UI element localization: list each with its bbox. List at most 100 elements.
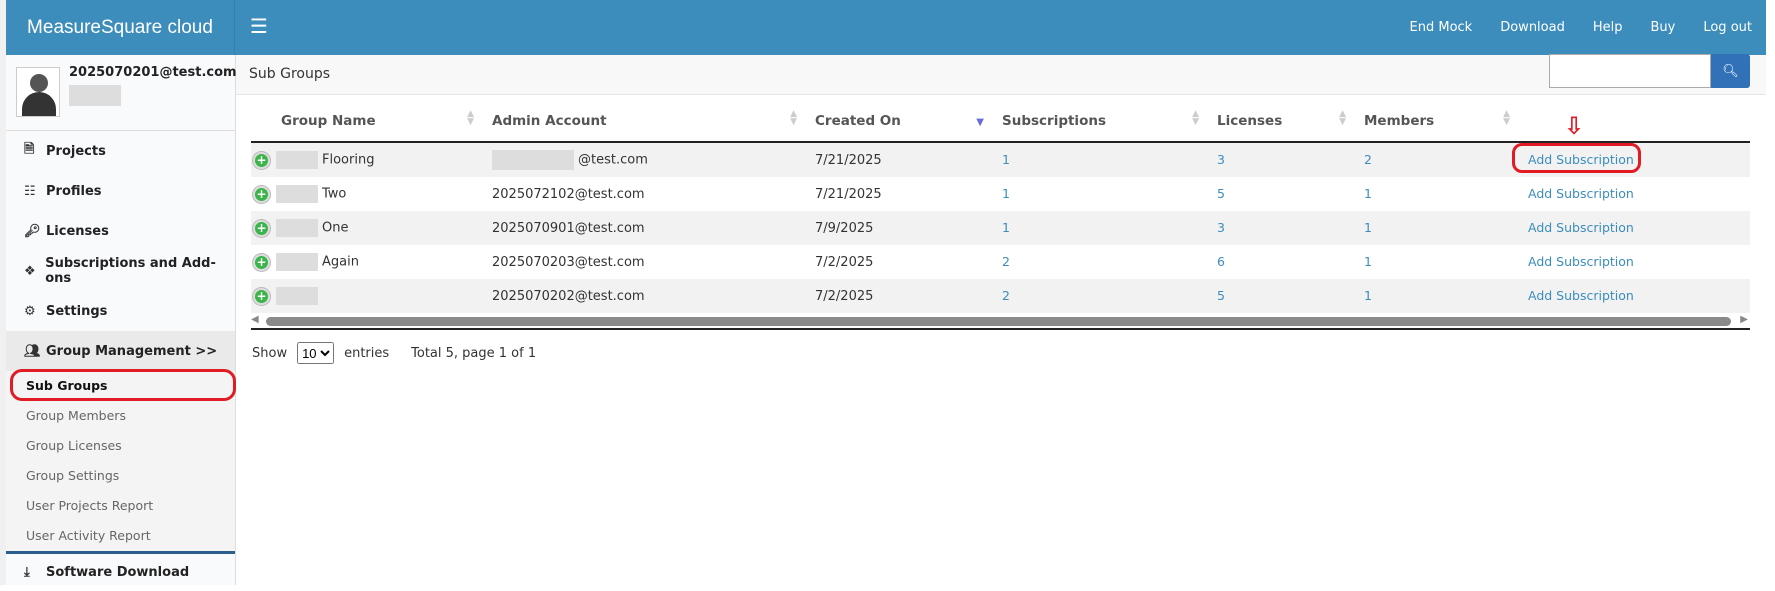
add-subscription-link[interactable]: Add Subscription <box>1528 288 1634 303</box>
members-link[interactable]: 1 <box>1364 186 1372 201</box>
table-header: Group Name ▲ ▼ Admin Account ▲ ▼ Created On ▼… <box>251 100 1750 143</box>
subscriptions-link[interactable]: 2 <box>1002 254 1010 269</box>
subitem-user-projects-report[interactable]: User Projects Report <box>26 498 154 513</box>
nav-help[interactable]: Help <box>1592 20 1623 35</box>
table-row: + One 2025070901@test.com 7/9/2025 1 3 1 … <box>251 211 1750 245</box>
licenses-link[interactable]: 5 <box>1217 186 1225 201</box>
sidebar-item-label: Software Download <box>46 565 190 580</box>
cell-licenses: 5 <box>1207 288 1354 304</box>
scroll-left-icon[interactable]: ◀ <box>251 314 259 325</box>
sidebar-item-projects[interactable]: 🗎 Projects <box>6 131 235 171</box>
subscriptions-link[interactable]: 1 <box>1002 220 1010 235</box>
subitem-sub-groups[interactable]: Sub Groups <box>6 369 236 401</box>
nav-end-mock[interactable]: End Mock <box>1409 20 1473 35</box>
redacted-text <box>276 185 318 203</box>
redacted-text <box>276 287 318 305</box>
col-licenses[interactable]: Licenses ▲ ▼ <box>1217 108 1346 129</box>
cell-members: 1 <box>1354 186 1518 202</box>
col-created-on[interactable]: Created On ▼ <box>815 112 984 129</box>
expand-plus-icon[interactable]: + <box>253 151 270 169</box>
sidebar-item-licenses[interactable]: 🔑︎ Licenses <box>6 211 235 251</box>
nav-log-out[interactable]: Log out <box>1703 20 1752 35</box>
group-name: Two <box>322 186 347 202</box>
sidebar-item-settings[interactable]: ⚙ Settings <box>6 291 235 331</box>
licenses-link[interactable]: 3 <box>1217 152 1225 167</box>
cell-created-on: 7/21/2025 <box>815 152 882 168</box>
table-footer: Show 10 entries Total 5, page 1 of 1 <box>252 342 536 364</box>
sort-icon[interactable]: ▲ ▼ <box>467 108 474 127</box>
top-nav: End Mock Download Help Buy Log out <box>1396 0 1766 55</box>
subitem-group-members[interactable]: Group Members <box>26 408 126 423</box>
add-subscription-link[interactable]: Add Subscription <box>1528 152 1634 167</box>
key-icon: 🔑︎ <box>24 223 41 239</box>
search-button[interactable]: 🔍︎ <box>1711 54 1750 88</box>
nav-buy[interactable]: Buy <box>1650 20 1676 35</box>
members-link[interactable]: 1 <box>1364 288 1372 303</box>
expand-plus-icon[interactable]: + <box>253 185 270 203</box>
file-icon: 🗎 <box>24 142 35 157</box>
scrollbar-thumb[interactable] <box>266 317 1731 326</box>
page-size-select[interactable]: 10 <box>297 342 335 364</box>
members-link[interactable]: 1 <box>1364 220 1372 235</box>
col-admin-account[interactable]: Admin Account ▲ ▼ <box>492 108 797 129</box>
redacted-text <box>276 219 318 237</box>
sidebar-item-software-download[interactable]: ⤓ Software Download <box>6 551 235 591</box>
sidebar-item-group-management[interactable]: 👥︎ Group Management >> <box>6 331 235 371</box>
admin-account: 2025070202@test.com <box>492 288 645 304</box>
add-subscription-link[interactable]: Add Subscription <box>1528 220 1634 235</box>
col-subscriptions[interactable]: Subscriptions ▲ ▼ <box>1002 108 1199 129</box>
cell-admin-account: 2025070202@test.com <box>482 289 805 304</box>
cell-group-name: + Flooring <box>251 151 482 169</box>
admin-account: @test.com <box>578 152 648 168</box>
cell-admin-account: @test.com <box>482 150 805 170</box>
licenses-link[interactable]: 3 <box>1217 220 1225 235</box>
add-subscription-link[interactable]: Add Subscription <box>1528 186 1634 201</box>
sort-icon[interactable]: ▲ ▼ <box>1503 108 1510 127</box>
subscriptions-link[interactable]: 2 <box>1002 288 1010 303</box>
scroll-right-icon[interactable]: ▶ <box>1740 314 1748 325</box>
hamburger-icon[interactable]: ☰ <box>250 14 268 38</box>
nav-download[interactable]: Download <box>1500 20 1565 35</box>
users-icon: 👥︎ <box>24 343 41 359</box>
subscriptions-link[interactable]: 1 <box>1002 152 1010 167</box>
sidebar-item-profiles[interactable]: ☷ Profiles <box>6 171 235 211</box>
search-icon: 🔍︎ <box>1722 63 1739 79</box>
sidebar: 2025070201@test.com 🗎 Projects ☷ Profiles … <box>6 55 237 585</box>
group-submenu: Sub Groups Group Members Group Licenses … <box>6 369 236 551</box>
col-group-name[interactable]: Group Name ▲ ▼ <box>281 108 474 129</box>
group-name: One <box>322 220 349 236</box>
subscriptions-link[interactable]: 1 <box>1002 186 1010 201</box>
add-subscription-link[interactable]: Add Subscription <box>1528 254 1634 269</box>
sidebar-item-subscriptions[interactable]: ❖ Subscriptions and Add-ons <box>6 251 235 291</box>
cell-subscriptions: 1 <box>992 186 1207 202</box>
expand-plus-icon[interactable]: + <box>253 219 270 237</box>
search-input[interactable] <box>1549 54 1711 88</box>
cell-admin-account: 2025070203@test.com <box>482 255 805 270</box>
subitem-group-licenses[interactable]: Group Licenses <box>26 438 122 453</box>
redacted-text <box>69 85 121 106</box>
redacted-text <box>276 253 318 271</box>
licenses-link[interactable]: 6 <box>1217 254 1225 269</box>
database-icon: ☷ <box>24 183 36 199</box>
highlight-circle <box>1512 143 1641 173</box>
horizontal-scrollbar[interactable]: ◀ ▶ <box>251 314 1750 330</box>
members-link[interactable]: 2 <box>1364 152 1372 167</box>
cell-licenses: 6 <box>1207 254 1354 270</box>
col-members[interactable]: Members ▲ ▼ <box>1364 108 1510 129</box>
sort-icon[interactable]: ▲ ▼ <box>790 108 797 127</box>
avatar <box>16 67 60 117</box>
admin-account: 2025072102@test.com <box>492 186 645 202</box>
brand-logo[interactable]: MeasureSquare cloud <box>6 0 235 55</box>
sort-desc-icon[interactable]: ▼ <box>976 116 984 128</box>
licenses-link[interactable]: 5 <box>1217 288 1225 303</box>
sort-icon[interactable]: ▲ ▼ <box>1192 108 1199 127</box>
expand-plus-icon[interactable]: + <box>253 287 270 305</box>
members-link[interactable]: 1 <box>1364 254 1372 269</box>
cell-admin-account: 2025070901@test.com <box>482 221 805 236</box>
subitem-user-activity-report[interactable]: User Activity Report <box>26 528 151 543</box>
expand-plus-icon[interactable]: + <box>253 253 270 271</box>
cell-created-on: 7/2/2025 <box>815 254 874 270</box>
show-label: Show <box>252 345 288 361</box>
sort-icon[interactable]: ▲ ▼ <box>1339 108 1346 127</box>
subitem-group-settings[interactable]: Group Settings <box>26 468 120 483</box>
